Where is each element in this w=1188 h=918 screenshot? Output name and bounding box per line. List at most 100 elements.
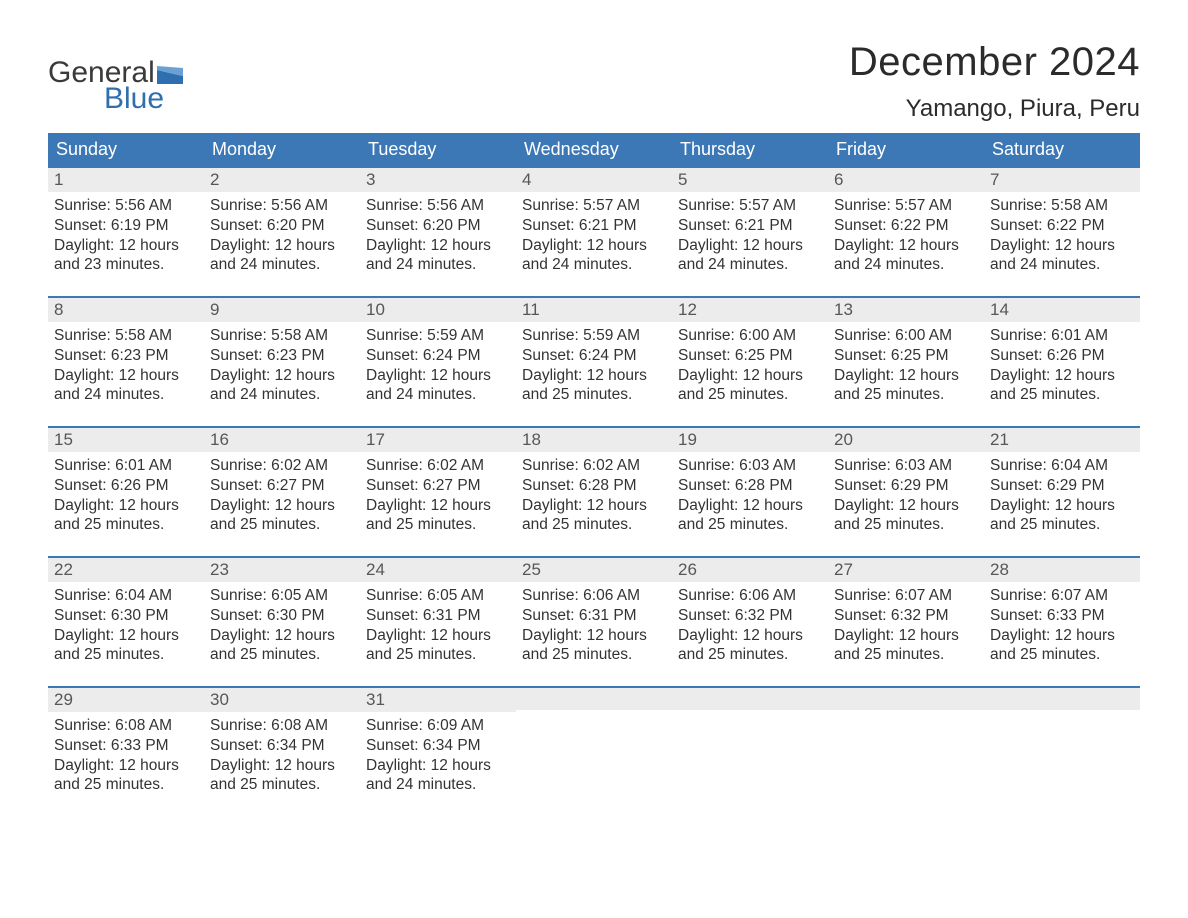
day-number: 13 bbox=[828, 298, 984, 322]
cell-details: Sunrise: 5:56 AMSunset: 6:19 PMDaylight:… bbox=[48, 192, 204, 275]
sunset-line: Sunset: 6:31 PM bbox=[522, 606, 666, 626]
daylight-line-2: and 24 minutes. bbox=[210, 255, 354, 275]
daylight-line-1: Daylight: 12 hours bbox=[834, 496, 978, 516]
weekday-header: Wednesday bbox=[516, 133, 672, 166]
cell-details: Sunrise: 6:08 AMSunset: 6:33 PMDaylight:… bbox=[48, 712, 204, 795]
daylight-line-1: Daylight: 12 hours bbox=[522, 366, 666, 386]
calendar-cell: 13Sunrise: 6:00 AMSunset: 6:25 PMDayligh… bbox=[828, 298, 984, 426]
sunset-line: Sunset: 6:24 PM bbox=[522, 346, 666, 366]
cell-details: Sunrise: 5:56 AMSunset: 6:20 PMDaylight:… bbox=[204, 192, 360, 275]
day-number: 28 bbox=[984, 558, 1140, 582]
daylight-line-1: Daylight: 12 hours bbox=[522, 626, 666, 646]
sunset-line: Sunset: 6:33 PM bbox=[990, 606, 1134, 626]
daylight-line-2: and 24 minutes. bbox=[522, 255, 666, 275]
daylight-line-1: Daylight: 12 hours bbox=[990, 236, 1134, 256]
sunset-line: Sunset: 6:21 PM bbox=[678, 216, 822, 236]
calendar-cell bbox=[828, 688, 984, 816]
cell-details: Sunrise: 6:05 AMSunset: 6:30 PMDaylight:… bbox=[204, 582, 360, 665]
calendar-cell: 8Sunrise: 5:58 AMSunset: 6:23 PMDaylight… bbox=[48, 298, 204, 426]
daylight-line-2: and 25 minutes. bbox=[522, 645, 666, 665]
daylight-line-2: and 25 minutes. bbox=[834, 515, 978, 535]
calendar-cell: 29Sunrise: 6:08 AMSunset: 6:33 PMDayligh… bbox=[48, 688, 204, 816]
sunrise-line: Sunrise: 5:59 AM bbox=[366, 326, 510, 346]
weekday-header: Tuesday bbox=[360, 133, 516, 166]
calendar-cell: 4 Sunrise: 5:57 AMSunset: 6:21 PMDaylight… bbox=[516, 168, 672, 296]
sunrise-line: Sunrise: 6:02 AM bbox=[366, 456, 510, 476]
daylight-line-1: Daylight: 12 hours bbox=[522, 236, 666, 256]
calendar-cell: 18Sunrise: 6:02 AMSunset: 6:28 PMDayligh… bbox=[516, 428, 672, 556]
daylight-line-1: Daylight: 12 hours bbox=[990, 366, 1134, 386]
sunset-line: Sunset: 6:21 PM bbox=[522, 216, 666, 236]
sunset-line: Sunset: 6:34 PM bbox=[366, 736, 510, 756]
sunset-line: Sunset: 6:24 PM bbox=[366, 346, 510, 366]
daylight-line-2: and 25 minutes. bbox=[522, 515, 666, 535]
calendar-cell bbox=[516, 688, 672, 816]
daylight-line-2: and 25 minutes. bbox=[990, 385, 1134, 405]
cell-details: Sunrise: 6:07 AMSunset: 6:32 PMDaylight:… bbox=[828, 582, 984, 665]
cell-details: Sunrise: 6:00 AMSunset: 6:25 PMDaylight:… bbox=[672, 322, 828, 405]
cell-details: Sunrise: 6:05 AMSunset: 6:31 PMDaylight:… bbox=[360, 582, 516, 665]
sunrise-line: Sunrise: 6:06 AM bbox=[678, 586, 822, 606]
calendar-cell: 26Sunrise: 6:06 AMSunset: 6:32 PMDayligh… bbox=[672, 558, 828, 686]
cell-details: Sunrise: 6:07 AMSunset: 6:33 PMDaylight:… bbox=[984, 582, 1140, 665]
week-row: 22Sunrise: 6:04 AMSunset: 6:30 PMDayligh… bbox=[48, 556, 1140, 686]
sunrise-line: Sunrise: 5:57 AM bbox=[834, 196, 978, 216]
daylight-line-1: Daylight: 12 hours bbox=[366, 626, 510, 646]
day-number: 16 bbox=[204, 428, 360, 452]
daylight-line-2: and 24 minutes. bbox=[366, 255, 510, 275]
cell-details: Sunrise: 5:58 AMSunset: 6:22 PMDaylight:… bbox=[984, 192, 1140, 275]
calendar-cell: 7Sunrise: 5:58 AMSunset: 6:22 PMDaylight… bbox=[984, 168, 1140, 296]
day-number: 14 bbox=[984, 298, 1140, 322]
day-number: 18 bbox=[516, 428, 672, 452]
daylight-line-1: Daylight: 12 hours bbox=[54, 626, 198, 646]
daylight-line-2: and 24 minutes. bbox=[210, 385, 354, 405]
calendar-grid: Sunday Monday Tuesday Wednesday Thursday… bbox=[48, 133, 1140, 816]
calendar-cell: 28Sunrise: 6:07 AMSunset: 6:33 PMDayligh… bbox=[984, 558, 1140, 686]
calendar-cell: 17Sunrise: 6:02 AMSunset: 6:27 PMDayligh… bbox=[360, 428, 516, 556]
week-row: 1Sunrise: 5:56 AMSunset: 6:19 PMDaylight… bbox=[48, 166, 1140, 296]
sunset-line: Sunset: 6:27 PM bbox=[366, 476, 510, 496]
day-number: 1 bbox=[48, 168, 204, 192]
sunrise-line: Sunrise: 6:00 AM bbox=[678, 326, 822, 346]
sunrise-line: Sunrise: 6:01 AM bbox=[54, 456, 198, 476]
sunset-line: Sunset: 6:26 PM bbox=[54, 476, 198, 496]
daylight-line-2: and 25 minutes. bbox=[678, 645, 822, 665]
logo-text-blue: Blue bbox=[104, 84, 183, 114]
sunrise-line: Sunrise: 6:08 AM bbox=[54, 716, 198, 736]
sunset-line: Sunset: 6:22 PM bbox=[990, 216, 1134, 236]
calendar-cell: 20Sunrise: 6:03 AMSunset: 6:29 PMDayligh… bbox=[828, 428, 984, 556]
day-number bbox=[828, 688, 984, 710]
day-number: 15 bbox=[48, 428, 204, 452]
day-number: 22 bbox=[48, 558, 204, 582]
day-number: 27 bbox=[828, 558, 984, 582]
sunset-line: Sunset: 6:27 PM bbox=[210, 476, 354, 496]
daylight-line-2: and 25 minutes. bbox=[990, 515, 1134, 535]
cell-details: Sunrise: 5:56 AMSunset: 6:20 PMDaylight:… bbox=[360, 192, 516, 275]
calendar-cell: 11Sunrise: 5:59 AMSunset: 6:24 PMDayligh… bbox=[516, 298, 672, 426]
calendar-cell: 25Sunrise: 6:06 AMSunset: 6:31 PMDayligh… bbox=[516, 558, 672, 686]
sunset-line: Sunset: 6:33 PM bbox=[54, 736, 198, 756]
daylight-line-2: and 24 minutes. bbox=[366, 775, 510, 795]
sunrise-line: Sunrise: 5:59 AM bbox=[522, 326, 666, 346]
day-number: 23 bbox=[204, 558, 360, 582]
sunrise-line: Sunrise: 6:01 AM bbox=[990, 326, 1134, 346]
sunrise-line: Sunrise: 5:56 AM bbox=[54, 196, 198, 216]
cell-details: Sunrise: 5:57 AMSunset: 6:22 PMDaylight:… bbox=[828, 192, 984, 275]
daylight-line-2: and 25 minutes. bbox=[678, 515, 822, 535]
calendar-cell: 21Sunrise: 6:04 AMSunset: 6:29 PMDayligh… bbox=[984, 428, 1140, 556]
sunset-line: Sunset: 6:30 PM bbox=[210, 606, 354, 626]
daylight-line-1: Daylight: 12 hours bbox=[678, 496, 822, 516]
day-number: 9 bbox=[204, 298, 360, 322]
daylight-line-2: and 24 minutes. bbox=[834, 255, 978, 275]
day-number: 3 bbox=[360, 168, 516, 192]
day-number: 4 bbox=[516, 168, 672, 192]
daylight-line-2: and 25 minutes. bbox=[210, 775, 354, 795]
daylight-line-2: and 25 minutes. bbox=[678, 385, 822, 405]
sunrise-line: Sunrise: 6:07 AM bbox=[990, 586, 1134, 606]
day-number: 24 bbox=[360, 558, 516, 582]
daylight-line-1: Daylight: 12 hours bbox=[834, 236, 978, 256]
daylight-line-2: and 25 minutes. bbox=[366, 515, 510, 535]
sunrise-line: Sunrise: 5:57 AM bbox=[522, 196, 666, 216]
calendar-cell: 30Sunrise: 6:08 AMSunset: 6:34 PMDayligh… bbox=[204, 688, 360, 816]
daylight-line-2: and 25 minutes. bbox=[54, 515, 198, 535]
